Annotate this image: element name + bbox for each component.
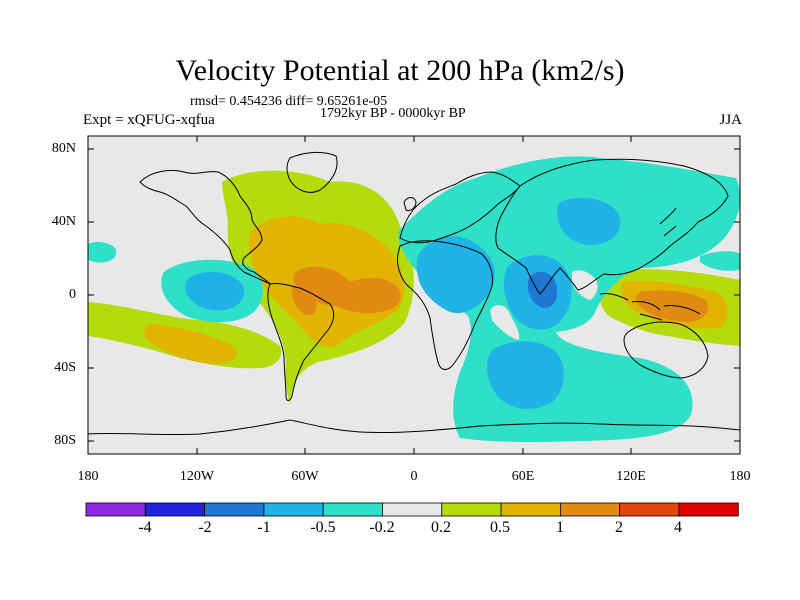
colorbar-swatch-10 [678, 502, 739, 517]
ylabel-0: 0 [69, 287, 76, 302]
xlabel-180-west: 180 [77, 469, 99, 484]
period-label: 1792kyr BP - 0000kyr BP [320, 106, 466, 121]
field-neg-05-africa [416, 236, 495, 314]
coast-australia [623, 321, 709, 379]
xlabel-0: 0 [410, 469, 418, 484]
field-pos-1-atlantic [293, 266, 401, 314]
colorbar-swatch-5 [382, 502, 443, 517]
coast-asia [495, 158, 729, 295]
colorbar-swatch-0 [85, 502, 146, 517]
season-label: JJA [719, 112, 742, 128]
field-neg-05-eurasia [557, 197, 621, 246]
field-pos-05-spacific [144, 324, 237, 364]
colorbar-swatch-8 [560, 502, 621, 517]
colorbar-swatch-3 [263, 502, 324, 517]
xlabel-120w: 120W [179, 469, 215, 484]
colorbar-label-6: 0.5 [490, 519, 510, 536]
stats-line: rmsd= 0.454236 diff= 9.65261e-05 [190, 94, 388, 109]
field-near-zero-arabia [490, 305, 520, 340]
ylabel-80s: 80S [54, 433, 76, 448]
axis-ticks [88, 136, 740, 454]
coast-uk [403, 197, 417, 211]
xlabel-60w: 60W [291, 469, 319, 484]
experiment-label: Expt = xQFUG-xqfua [83, 112, 215, 128]
colorbar-label-0: -4 [138, 519, 152, 536]
colorbar-label-2: -1 [257, 519, 271, 536]
map-field [88, 136, 740, 454]
coast-north-america [139, 169, 271, 285]
field-near-zero-seasia [572, 270, 598, 300]
field-neg-05-southindian [487, 341, 564, 409]
map-title: Velocity Potential at 200 hPa (km2/s) [175, 54, 625, 87]
ylabel-80n: 80N [51, 141, 76, 156]
colorbar-swatch-9 [619, 502, 680, 517]
colorbar-label-4: -0.2 [369, 519, 395, 536]
coast-indonesia [599, 293, 701, 321]
colorbar [85, 502, 739, 517]
coast-greenland [286, 151, 338, 193]
field-pos-1-maritime [635, 290, 708, 322]
xlabel-180-east: 180 [729, 469, 751, 484]
colorbar-swatch-1 [144, 502, 206, 517]
colorbar-swatch-7 [500, 502, 561, 517]
coast-south-america [267, 283, 335, 401]
colorbar-label-3: -0.5 [310, 519, 336, 536]
colorbar-swatch-4 [322, 502, 383, 517]
field-neg-05-epacific [185, 271, 244, 311]
ylabel-40n: 40N [51, 214, 76, 229]
field-neg-02-npacific-east [700, 251, 740, 271]
field-neg-02-npacific [88, 242, 117, 263]
coastlines [88, 151, 740, 436]
colorbar-label-5: 0.2 [431, 519, 451, 536]
colorbar-label-8: 2 [615, 519, 623, 536]
xlabel-120e: 120E [616, 469, 646, 484]
colorbar-label-7: 1 [556, 519, 564, 536]
ylabel-40s: 40S [54, 360, 76, 375]
xlabel-60e: 60E [511, 469, 535, 484]
colorbar-swatch-6 [441, 502, 502, 517]
coast-japan [659, 207, 677, 237]
colorbar-label-1: -2 [198, 519, 212, 536]
colorbar-label-9: 4 [674, 519, 682, 536]
colorbar-swatch-2 [204, 502, 265, 517]
coast-antarctica [88, 419, 740, 436]
coast-africa [397, 240, 493, 370]
